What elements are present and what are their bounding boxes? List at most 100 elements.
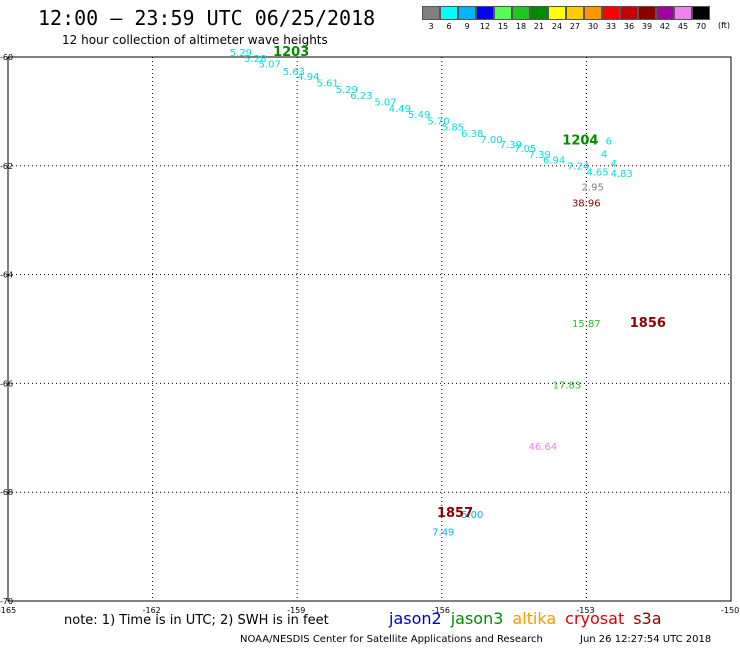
lat-tick-label: -64 [0,271,13,280]
satellite-jason3: jason3 [450,609,504,628]
satellite-jason2: jason2 [389,609,442,628]
legend-label: 9 [464,22,470,31]
legend-swatch [476,6,494,20]
map-frame [7,56,732,602]
legend-label: 24 [551,22,563,31]
satellite-cryosat: cryosat [565,609,625,628]
wave-height-label: 5.70 [427,116,449,127]
wave-height-label: 2.95 [582,182,604,193]
legend-item: 24 [548,6,566,32]
lat-tick-label: -66 [0,379,13,388]
wave-height-label: 4.49 [389,104,411,115]
legend-label: 39 [641,22,653,31]
legend-swatch [602,6,620,20]
wave-height-label: 5.28 [244,54,266,65]
legend-swatch [656,6,674,20]
legend-swatch [674,6,692,20]
legend-item: 6 [440,6,458,32]
legend-item: 42 [656,6,674,32]
legend-label: 33 [605,22,617,31]
legend-item: 45 [674,6,692,32]
lon-tick-label: -153 [576,606,594,615]
wave-height-label: 7.39 [500,140,522,151]
legend-item: 70 [692,6,710,32]
legend-item: 21 [530,6,548,32]
legend-label: 6 [446,22,452,31]
legend-label: 45 [677,22,689,31]
legend-swatch [530,6,548,20]
pass-time-label: 1856 [630,316,666,331]
lon-tick-label: -159 [287,606,305,615]
legend-item: 15 [494,6,512,32]
wave-height-label: 4 [601,150,607,161]
wave-height-label: 46.64 [529,442,558,453]
legend-label: 42 [659,22,671,31]
legend-swatch [494,6,512,20]
lat-tick-label: -62 [0,162,13,171]
legend-item: 39 [638,6,656,32]
legend-item: 33 [602,6,620,32]
wave-height-label: 4.94 [297,72,319,83]
legend-swatch [422,6,440,20]
legend-item: 27 [566,6,584,32]
wave-height-label: 15.87 [572,319,601,330]
legend-swatch [566,6,584,20]
legend-label: 36 [623,22,635,31]
footer-note: note: 1) Time is in UTC; 2) SWH is in fe… [64,613,329,628]
legend-label: 70 [695,22,707,31]
legend-swatch [440,6,458,20]
lat-tick-label: -68 [0,488,13,497]
satellite-altika: altika [512,609,557,628]
wave-height-label: 6.23 [350,91,372,102]
legend-swatch [692,6,710,20]
legend-swatch [638,6,656,20]
lon-tick-label: -165 [0,606,16,615]
credit-line: NOAA/NESDIS Center for Satellite Applica… [240,634,543,645]
satellite-s3a: s3a [633,609,662,628]
wave-height-label: 5.49 [408,110,430,121]
wave-height-label: 5.61 [316,78,338,89]
color-scale-legend: 3 6 9 12 15 18 21 24 27 30 33 36 39 42 45 70 [422,6,710,32]
legend-item: 18 [512,6,530,32]
wave-height-label: 5.07 [259,59,281,70]
wave-height-label: 6.94 [543,156,565,167]
legend-swatch [584,6,602,20]
wave-height-label: 4.65 [586,168,608,179]
satellite-legend: jason2 jason3 altika cryosat s3a [389,609,662,628]
legend-label: 12 [479,22,491,31]
wave-height-label: 4.83 [611,169,633,180]
wave-height-label: 5.00 [461,510,483,521]
legend-label: 30 [587,22,599,31]
legend-swatch [620,6,638,20]
legend-label: 3 [428,22,434,31]
map-subtitle: 12 hour collection of altimeter wave hei… [62,33,328,47]
legend-label: 21 [533,22,545,31]
legend-item: 36 [620,6,638,32]
legend-label: 15 [497,22,509,31]
legend-item: 12 [476,6,494,32]
lon-tick-label: -150 [721,606,739,615]
wave-height-label: 6.38 [461,129,483,140]
wave-height-label: 7.00 [480,135,502,146]
legend-swatch [548,6,566,20]
wave-height-label: 5.85 [442,122,464,133]
lat-tick-label: -60 [0,53,13,62]
wave-height-label: 4 [611,159,617,170]
lon-tick-label: -162 [143,606,161,615]
pass-time-label: 1857 [437,506,473,521]
wave-height-label: 7.24 [567,162,589,173]
wave-height-label: 7.39 [529,150,551,161]
wave-height-label: 5.63 [283,67,305,78]
legend-item: 9 [458,6,476,32]
legend-unit: (ft) [718,21,731,30]
legend-swatch [458,6,476,20]
legend-item: 30 [584,6,602,32]
wave-height-label: 6 [606,137,612,148]
legend-swatch [512,6,530,20]
pass-time-label: 1204 [562,134,598,149]
lat-tick-label: -70 [0,597,13,606]
wave-height-label: 17.83 [553,380,582,391]
wave-height-label: 5.29 [230,48,252,59]
wave-height-label: 7.05 [514,144,536,155]
wave-height-label: 38.96 [572,199,601,210]
